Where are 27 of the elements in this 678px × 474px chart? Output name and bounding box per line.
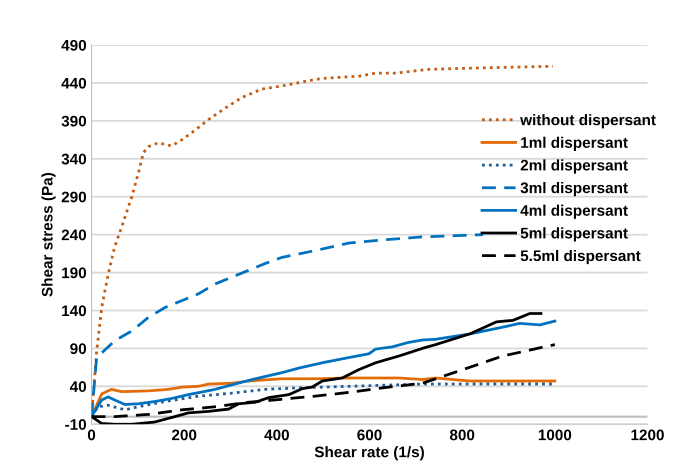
- y-tick-label: -10: [65, 419, 86, 430]
- y-tick-label: 490: [61, 40, 86, 51]
- legend-label: 1ml dispersant: [521, 136, 628, 151]
- legend-label: 2ml dispersant: [520, 159, 628, 174]
- x-tick-label: 1200: [631, 429, 664, 440]
- legend-label: 3ml dispersant: [520, 182, 628, 196]
- x-tick-label: 800: [450, 429, 474, 440]
- legend-label: 5.5ml dispersant: [520, 250, 641, 264]
- y-tick-label: 190: [62, 267, 86, 278]
- y-tick-label: 240: [62, 230, 86, 240]
- x-axis-title: Shear rate (1/s): [314, 446, 424, 460]
- y-tick-label: 40: [70, 381, 86, 392]
- x-tick-label: 0: [88, 429, 96, 440]
- y-axis-title: Shear stress (Pa): [41, 172, 56, 297]
- legend-label: 4ml dispersant: [520, 204, 628, 219]
- y-tick-label: 340: [62, 154, 86, 164]
- legend-label: without dispersant: [520, 114, 656, 128]
- y-tick-label: 140: [62, 305, 86, 316]
- y-tick-label: 90: [70, 343, 86, 354]
- y-tick-label: 390: [62, 116, 86, 127]
- legend-label: 5ml dispersant: [520, 227, 628, 242]
- y-tick-label: 440: [61, 78, 86, 89]
- x-tick-label: 600: [357, 429, 382, 440]
- y-tick-label: 290: [62, 192, 86, 202]
- x-tick-label: 400: [264, 429, 289, 440]
- x-tick-label: 200: [172, 429, 196, 440]
- x-tick-label: 1000: [538, 429, 572, 440]
